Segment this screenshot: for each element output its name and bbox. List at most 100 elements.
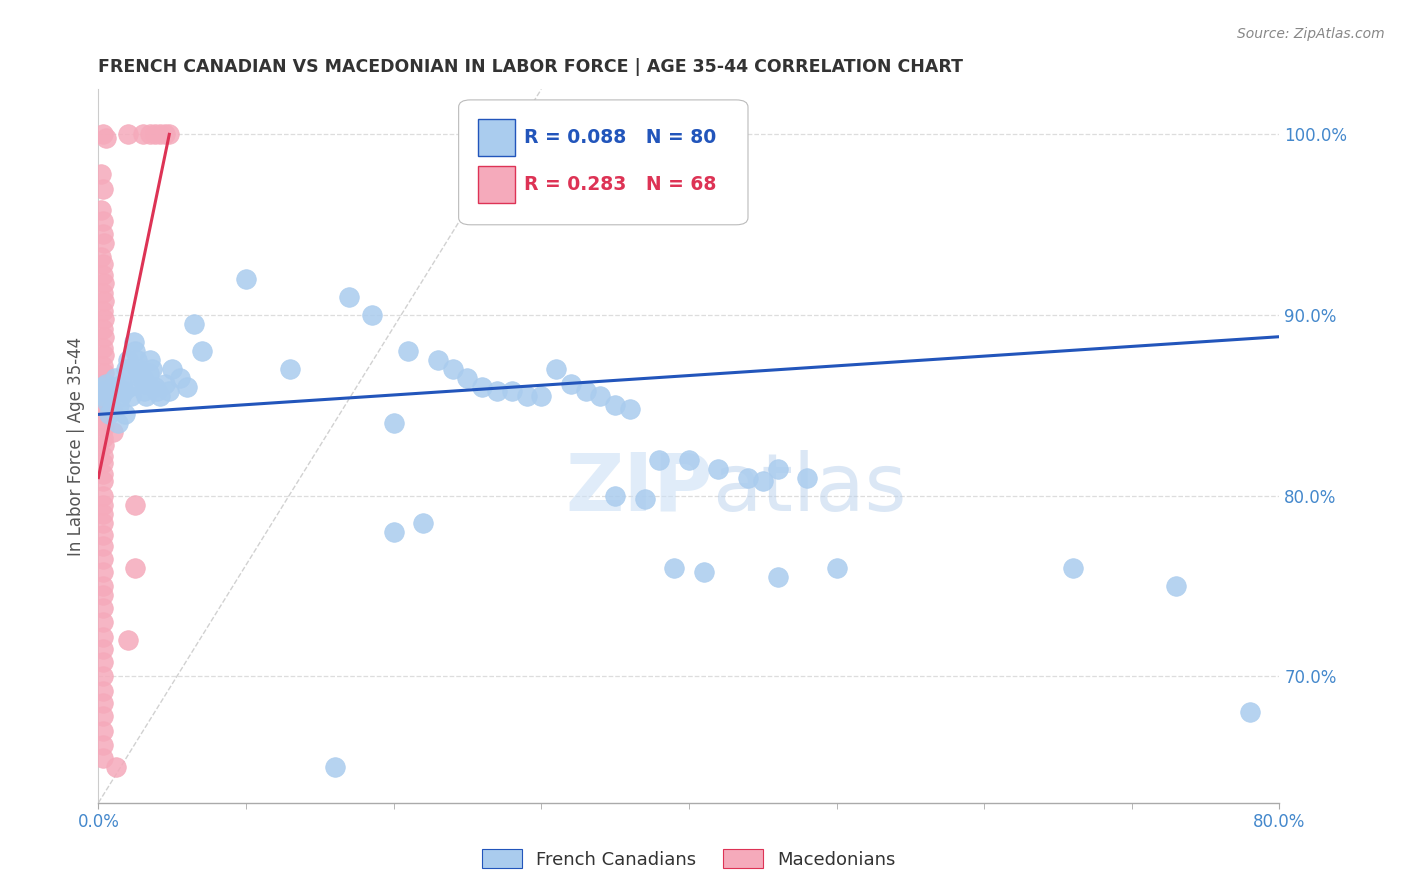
Point — [124, 561, 146, 575]
Point — [91, 655, 114, 669]
Point — [135, 389, 157, 403]
Text: R = 0.283   N = 68: R = 0.283 N = 68 — [523, 176, 716, 194]
Text: Source: ZipAtlas.com: Source: ZipAtlas.com — [1237, 27, 1385, 41]
Point — [427, 353, 450, 368]
Point — [153, 128, 176, 142]
Point — [157, 384, 180, 398]
Point — [90, 380, 112, 394]
Point — [648, 452, 671, 467]
Point — [91, 431, 114, 445]
Point — [825, 561, 848, 575]
Point — [93, 311, 115, 326]
Point — [91, 384, 114, 398]
Point — [93, 389, 115, 403]
Point — [486, 384, 509, 398]
Point — [766, 461, 789, 475]
Point — [93, 235, 115, 250]
Point — [139, 353, 162, 368]
Point — [183, 317, 205, 331]
Point — [149, 389, 172, 403]
Point — [605, 489, 627, 503]
Point — [97, 408, 120, 422]
Point — [138, 366, 160, 380]
Point — [1239, 706, 1261, 720]
Point — [323, 759, 346, 773]
Point — [108, 398, 131, 412]
Point — [91, 642, 114, 657]
Point — [93, 329, 115, 343]
Point — [143, 128, 166, 142]
Point — [124, 498, 146, 512]
Point — [91, 257, 114, 271]
Point — [93, 438, 115, 452]
FancyBboxPatch shape — [478, 120, 516, 156]
Point — [91, 214, 114, 228]
Text: ZIP: ZIP — [565, 450, 713, 528]
Point — [136, 376, 159, 391]
Point — [91, 669, 114, 683]
Point — [91, 600, 114, 615]
Point — [93, 293, 115, 308]
Point — [471, 380, 494, 394]
Point — [91, 268, 114, 283]
Point — [143, 380, 166, 394]
Point — [91, 630, 114, 644]
Point — [412, 516, 434, 530]
Point — [91, 181, 114, 195]
Point — [124, 344, 146, 359]
Point — [94, 131, 117, 145]
Point — [112, 384, 135, 398]
Point — [98, 384, 121, 398]
Point — [91, 498, 114, 512]
Point — [91, 709, 114, 723]
Point — [149, 128, 172, 142]
Point — [117, 633, 139, 648]
Point — [91, 449, 114, 463]
Point — [90, 167, 112, 181]
Legend: French Canadians, Macedonians: French Canadians, Macedonians — [475, 841, 903, 876]
Point — [796, 470, 818, 484]
Point — [91, 286, 114, 301]
Point — [91, 579, 114, 593]
Point — [693, 565, 716, 579]
Point — [153, 376, 176, 391]
Point — [114, 408, 136, 422]
Point — [121, 362, 143, 376]
Point — [93, 276, 115, 290]
Point — [93, 420, 115, 434]
Point — [169, 371, 191, 385]
Point — [91, 322, 114, 336]
Point — [132, 371, 155, 385]
Point — [176, 380, 198, 394]
Point — [139, 128, 162, 142]
Point — [117, 128, 139, 142]
Point — [530, 389, 553, 403]
Point — [125, 353, 148, 368]
Point — [93, 384, 115, 398]
Point — [120, 389, 142, 403]
FancyBboxPatch shape — [458, 100, 748, 225]
Point — [91, 565, 114, 579]
Point — [91, 359, 114, 373]
Point — [91, 376, 114, 391]
Point — [382, 524, 405, 539]
Point — [589, 389, 612, 403]
Point — [90, 250, 112, 264]
Point — [91, 750, 114, 764]
Point — [707, 461, 730, 475]
Point — [91, 456, 114, 470]
Point — [104, 371, 127, 385]
Point — [107, 417, 129, 431]
Point — [91, 683, 114, 698]
Point — [360, 308, 382, 322]
Point — [91, 528, 114, 542]
Point — [110, 389, 132, 403]
Point — [128, 371, 150, 385]
Point — [751, 474, 773, 488]
Point — [91, 539, 114, 553]
Point — [93, 348, 115, 362]
Point — [91, 697, 114, 711]
Point — [100, 401, 122, 416]
Point — [91, 615, 114, 629]
Point — [91, 128, 114, 142]
